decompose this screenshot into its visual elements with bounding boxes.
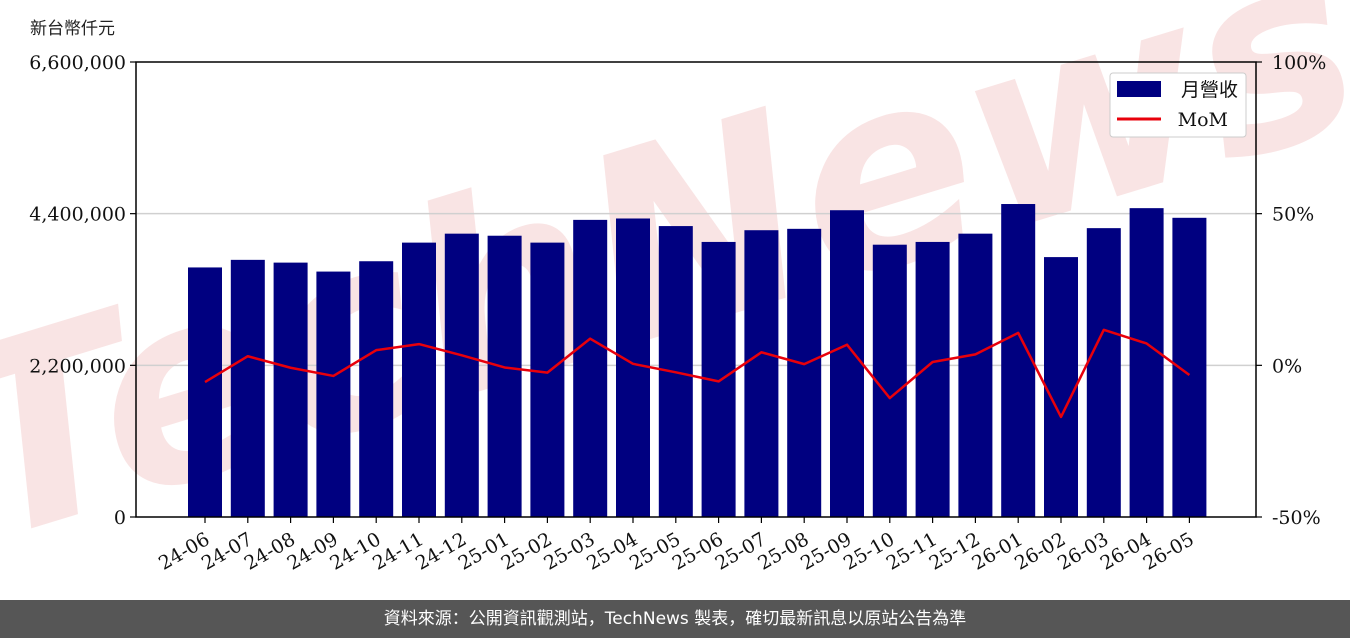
- bar-24-07: [230, 259, 265, 517]
- y-left-tick-label: 2,200,000: [29, 355, 126, 377]
- bar-24-11: [402, 242, 436, 517]
- y-right-tick-label: 100%: [1272, 52, 1326, 74]
- y-right-tick-label: 50%: [1272, 204, 1314, 226]
- bar-24-12: [444, 233, 479, 517]
- legend-label-mom: MoM: [1178, 109, 1228, 131]
- footer-source: 資料來源：公開資訊觀測站，TechNews 製表，確切最新訊息以原站公告為準: [0, 600, 1350, 638]
- bar-25-12: [958, 233, 993, 517]
- bar-25-09: [830, 210, 864, 517]
- bar-25-04: [616, 218, 650, 517]
- bar-25-02: [530, 242, 565, 517]
- legend-label-revenue: 月營收: [1181, 79, 1238, 101]
- chart: TechNews 02,200,0004,400,0006,600,000-50…: [0, 0, 1350, 600]
- bar-26-04: [1129, 208, 1164, 517]
- y-axis-unit-label: 新台幣仟元: [30, 19, 115, 39]
- legend-swatch-revenue: [1117, 81, 1161, 97]
- y-right-tick-label: -50%: [1272, 507, 1321, 529]
- plot-frame: [135, 61, 1257, 518]
- bar-25-01: [487, 235, 522, 517]
- bar-25-08: [787, 228, 822, 518]
- bar-25-03: [573, 219, 608, 517]
- mom-line: [204, 328, 1191, 419]
- bar-26-03: [1086, 228, 1121, 518]
- bar-25-11: [915, 241, 950, 517]
- bar-25-07: [744, 230, 779, 517]
- bar-24-06: [188, 267, 222, 517]
- x-tick-label: 26-05: [1139, 528, 1197, 574]
- bar-24-09: [316, 271, 351, 517]
- bar-25-10: [872, 244, 907, 517]
- y-right-tick-label: 0%: [1272, 355, 1302, 377]
- y-left-tick-label: 4,400,000: [29, 204, 126, 226]
- bar-24-08: [273, 262, 308, 517]
- bar-26-02: [1044, 257, 1078, 517]
- y-left-tick-label: 0: [114, 507, 126, 529]
- bar-26-01: [1001, 204, 1036, 518]
- y-left-tick-label: 6,600,000: [29, 52, 126, 74]
- bar-24-10: [359, 261, 394, 517]
- legend: 月營收 MoM: [1109, 72, 1247, 138]
